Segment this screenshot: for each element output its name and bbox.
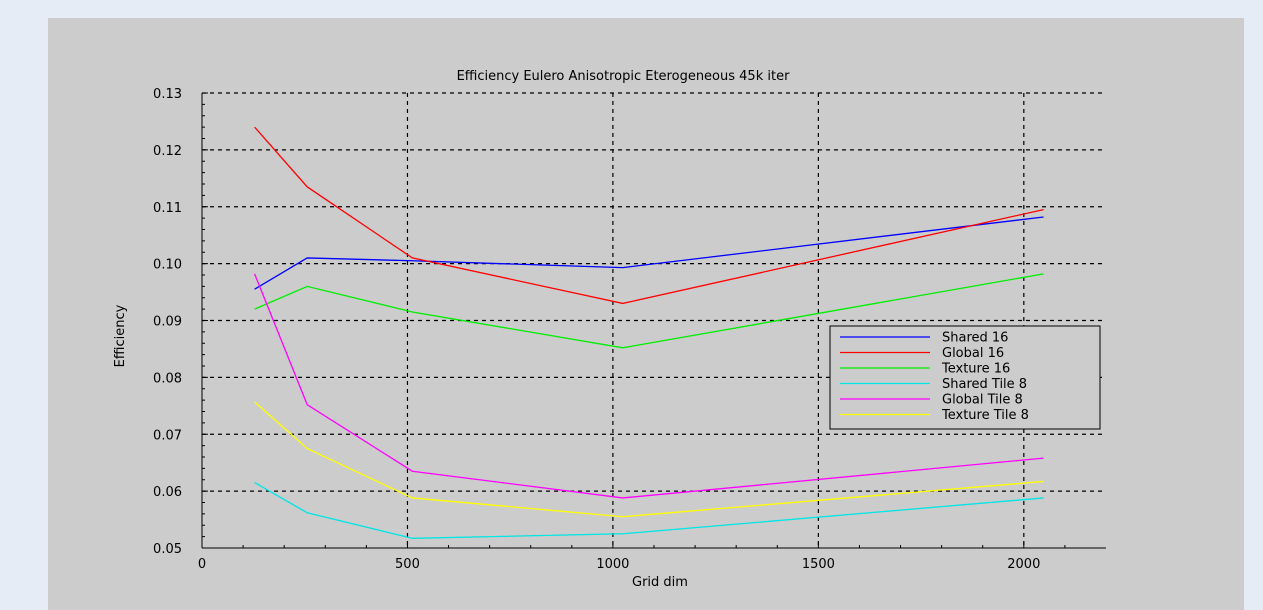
series-line [254, 273, 1044, 349]
y-tick-label: 0.12 [153, 144, 182, 159]
series-line [253, 273, 1044, 499]
series-line [254, 482, 1044, 539]
y-axis-label: Efficiency [113, 304, 128, 367]
grid-lines [202, 92, 1106, 548]
legend-label: Shared 16 [942, 331, 1008, 346]
x-axis-label: Grid dim [632, 575, 688, 590]
figure-panel: 0.05 0.06 0.07 0.08 0.09 0.10 0.11 0.12 0.13 0 500… [48, 18, 1244, 610]
y-tick-label: 0.06 [153, 485, 182, 500]
y-tick-label: 0.11 [153, 201, 182, 216]
series-line [254, 216, 1044, 290]
series-lines [253, 126, 1044, 539]
legend-label: Texture 16 [941, 362, 1010, 377]
legend-box [829, 325, 1101, 430]
efficiency-line-chart: 0.05 0.06 0.07 0.08 0.09 0.10 0.11 0.12 0.13 0 500… [113, 69, 1106, 590]
x-tick-label: 0 [198, 557, 206, 572]
x-tick-label: 500 [395, 557, 420, 572]
legend-label: Texture Tile 8 [941, 408, 1029, 423]
legend-label: Global 16 [942, 346, 1004, 361]
y-tick-label: 0.09 [153, 315, 182, 330]
legend-label: Shared Tile 8 [942, 377, 1027, 392]
chart-title: Efficiency Eulero Anisotropic Eterogeneo… [457, 69, 791, 84]
y-tick-label: 0.07 [153, 428, 182, 443]
x-tick-label: 1500 [802, 557, 835, 572]
x-tick-label: 1000 [596, 557, 629, 572]
series-line [254, 401, 1044, 518]
axis-ticks: 0.05 0.06 0.07 0.08 0.09 0.10 0.11 0.12 0.13 0 500… [153, 87, 1066, 572]
y-tick-label: 0.08 [153, 371, 182, 386]
series-line [254, 126, 1044, 305]
y-tick-label: 0.13 [153, 87, 182, 102]
y-tick-label: 0.05 [153, 542, 182, 557]
x-tick-label: 2000 [1007, 557, 1040, 572]
legend-label: Global Tile 8 [942, 393, 1023, 408]
y-tick-label: 0.10 [153, 258, 182, 273]
